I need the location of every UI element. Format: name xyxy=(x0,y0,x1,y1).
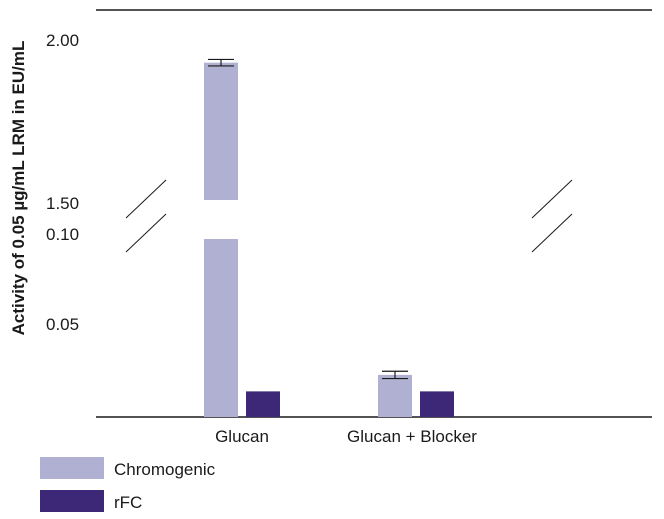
bar-chromogenic-glucan-upper xyxy=(204,62,238,201)
axis-break-mark-right-lower xyxy=(531,213,573,253)
category-label-glucan: Glucan xyxy=(215,427,269,446)
y-tick-label-1.50: 1.50 xyxy=(46,194,79,213)
bar-chromogenic-glucan-blocker xyxy=(378,374,412,417)
y-tick-label-0.05: 0.05 xyxy=(46,315,79,334)
legend-swatch-chromogenic xyxy=(40,457,104,479)
bar-chromogenic-glucan-lower xyxy=(204,239,238,417)
axis-break-mark-left-upper xyxy=(125,179,167,219)
category-label-glucan-blocker: Glucan + Blocker xyxy=(347,427,477,446)
axis-break-mark-left-lower xyxy=(125,213,167,253)
y-tick-label-2.00: 2.00 xyxy=(46,31,79,50)
error-bar-chromogenic-glucan xyxy=(208,58,234,67)
y-axis-label: Activity of 0.05 µg/mL LRM in EU/mL xyxy=(9,41,28,336)
bar-rfc-glucan-blocker xyxy=(420,391,454,417)
legend-label-rfc: rFC xyxy=(114,493,142,512)
axis-break-mark-right-upper xyxy=(531,179,573,219)
y-tick-label-0.10: 0.10 xyxy=(46,225,79,244)
legend-swatch-rfc xyxy=(40,490,104,512)
legend-label-chromogenic: Chromogenic xyxy=(114,460,216,479)
bar-rfc-glucan xyxy=(246,391,280,417)
error-bar-chromogenic-glucan-blocker xyxy=(382,370,408,380)
